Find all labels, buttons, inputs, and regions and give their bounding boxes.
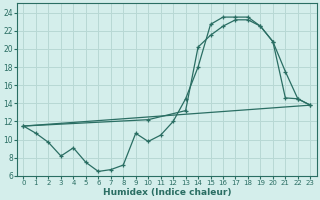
X-axis label: Humidex (Indice chaleur): Humidex (Indice chaleur)	[103, 188, 231, 197]
